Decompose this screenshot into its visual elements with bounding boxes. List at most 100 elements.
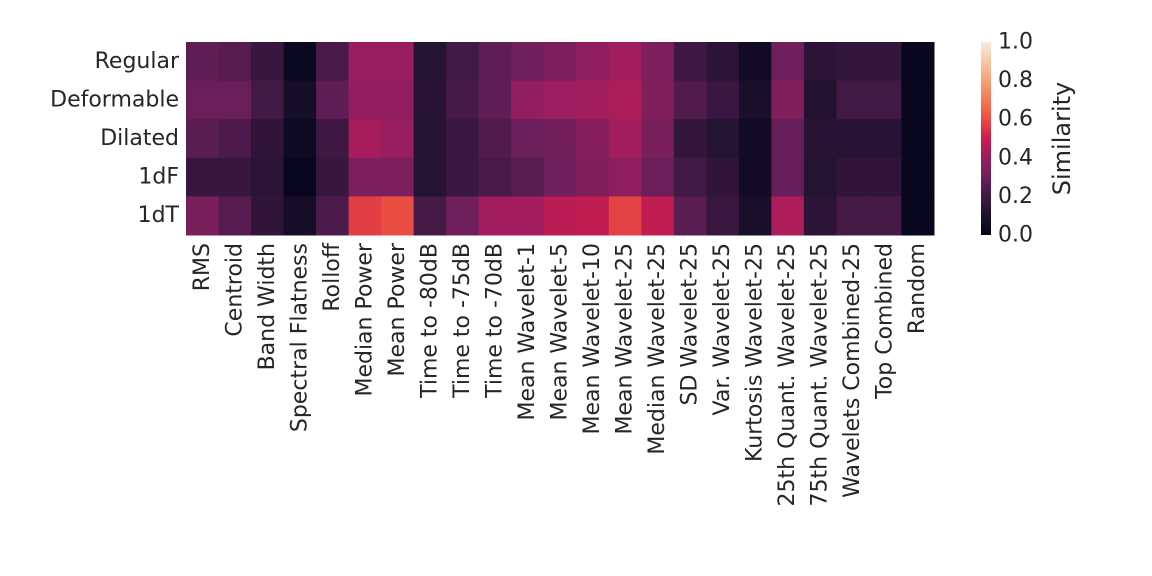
row-label: Dilated	[100, 126, 179, 151]
heatmap-cell	[543, 196, 577, 236]
row-label: Regular	[95, 49, 180, 74]
heatmap-cell	[348, 157, 382, 197]
heatmap-cell	[478, 196, 512, 236]
heatmap-cell	[218, 157, 252, 197]
colorbar-tick-label: 0.8	[998, 68, 1033, 93]
heatmap-cell	[803, 157, 837, 197]
heatmap-cell	[771, 80, 805, 120]
heatmap-cell	[836, 80, 870, 120]
heatmap-cell	[706, 80, 740, 120]
heatmap-cells	[186, 42, 935, 236]
column-label: Mean Power	[385, 242, 410, 376]
row-labels: Regular Deformable Dilated 1dF 1dT	[50, 49, 180, 228]
heatmap-cell	[446, 157, 480, 197]
heatmap-cell	[576, 157, 610, 197]
heatmap-cell	[348, 42, 382, 82]
heatmap-cell	[608, 196, 642, 236]
heatmap-cell	[868, 119, 902, 159]
column-label: Random	[905, 243, 930, 334]
column-label: Spectral Flatness	[287, 243, 312, 432]
heatmap-cell	[673, 42, 707, 82]
heatmap-cell	[478, 157, 512, 197]
heatmap-cell	[803, 42, 837, 82]
heatmap-cell	[186, 196, 220, 236]
heatmap-cell	[446, 42, 480, 82]
heatmap-cell	[316, 119, 350, 159]
column-label: Median Power	[352, 242, 377, 396]
heatmap-cell	[771, 119, 805, 159]
column-label: Rolloff	[320, 242, 345, 311]
heatmap-cell	[868, 42, 902, 82]
heatmap-cell	[218, 196, 252, 236]
column-label: Time to -70dB	[482, 243, 507, 399]
heatmap-cell	[446, 196, 480, 236]
column-label: Time to -80dB	[417, 243, 442, 399]
heatmap-cell	[478, 42, 512, 82]
column-label: 25th Quant. Wavelet-25	[775, 243, 800, 506]
heatmap-cell	[803, 80, 837, 120]
heatmap-cell	[316, 196, 350, 236]
heatmap-cell	[348, 196, 382, 236]
colorbar-tick-label: 0.4	[998, 145, 1033, 170]
heatmap-cell	[381, 42, 415, 82]
column-label: Top Combined	[873, 243, 898, 400]
heatmap-cell	[706, 42, 740, 82]
heatmap-cell	[901, 80, 935, 120]
heatmap-cell	[641, 157, 675, 197]
colorbar-ticks: 0.0 0.2 0.4 0.6 0.8 1.0	[998, 30, 1033, 248]
colorbar: 0.0 0.2 0.4 0.6 0.8 1.0 Similarity	[981, 30, 1076, 248]
heatmap-cell	[511, 119, 545, 159]
heatmap-cell	[543, 42, 577, 82]
heatmap-cell	[283, 196, 317, 236]
heatmap-cell	[446, 119, 480, 159]
colorbar-tick-label: 0.6	[998, 107, 1033, 132]
heatmap-cell	[836, 157, 870, 197]
heatmap-cell	[608, 119, 642, 159]
column-label: Median Wavelet-25	[645, 243, 670, 455]
heatmap-cell	[641, 196, 675, 236]
colorbar-tick-label: 0.0	[998, 223, 1033, 248]
heatmap-cell	[543, 119, 577, 159]
heatmap-cell	[901, 42, 935, 82]
heatmap-cell	[283, 80, 317, 120]
heatmap-cell	[186, 80, 220, 120]
heatmap-cell	[608, 42, 642, 82]
heatmap-cell	[413, 80, 447, 120]
heatmap-cell	[478, 80, 512, 120]
column-label: Mean Wavelet-1	[515, 243, 540, 421]
heatmap-cell	[706, 119, 740, 159]
heatmap-cell	[413, 157, 447, 197]
row-label: Deformable	[50, 87, 179, 112]
heatmap-cell	[901, 157, 935, 197]
heatmap-cell	[608, 80, 642, 120]
heatmap-cell	[251, 119, 285, 159]
heatmap-cell	[576, 80, 610, 120]
column-label: Var. Wavelet-25	[710, 243, 735, 415]
heatmap-cell	[511, 157, 545, 197]
heatmap-cell	[218, 119, 252, 159]
heatmap-cell	[283, 42, 317, 82]
heatmap-cell	[673, 157, 707, 197]
heatmap-cell	[901, 119, 935, 159]
heatmap-cell	[251, 157, 285, 197]
column-label: 75th Quant. Wavelet-25	[808, 243, 833, 506]
heatmap-cell	[641, 119, 675, 159]
heatmap-cell	[186, 157, 220, 197]
heatmap-cell	[868, 80, 902, 120]
heatmap-cell	[576, 196, 610, 236]
heatmap-cell	[836, 196, 870, 236]
column-label: Centroid	[222, 243, 247, 337]
heatmap-cell	[803, 119, 837, 159]
heatmap-cell	[706, 196, 740, 236]
heatmap-cell	[576, 119, 610, 159]
heatmap-cell	[511, 42, 545, 82]
heatmap-cell	[738, 119, 772, 159]
heatmap-cell	[316, 42, 350, 82]
heatmap-cell	[576, 42, 610, 82]
heatmap-cell	[381, 196, 415, 236]
heatmap-cell	[641, 80, 675, 120]
column-label: Mean Wavelet-25	[613, 243, 638, 435]
column-labels: RMS Centroid Band Width Spectral Flatness Ro…	[190, 242, 930, 506]
heatmap-cell	[901, 196, 935, 236]
